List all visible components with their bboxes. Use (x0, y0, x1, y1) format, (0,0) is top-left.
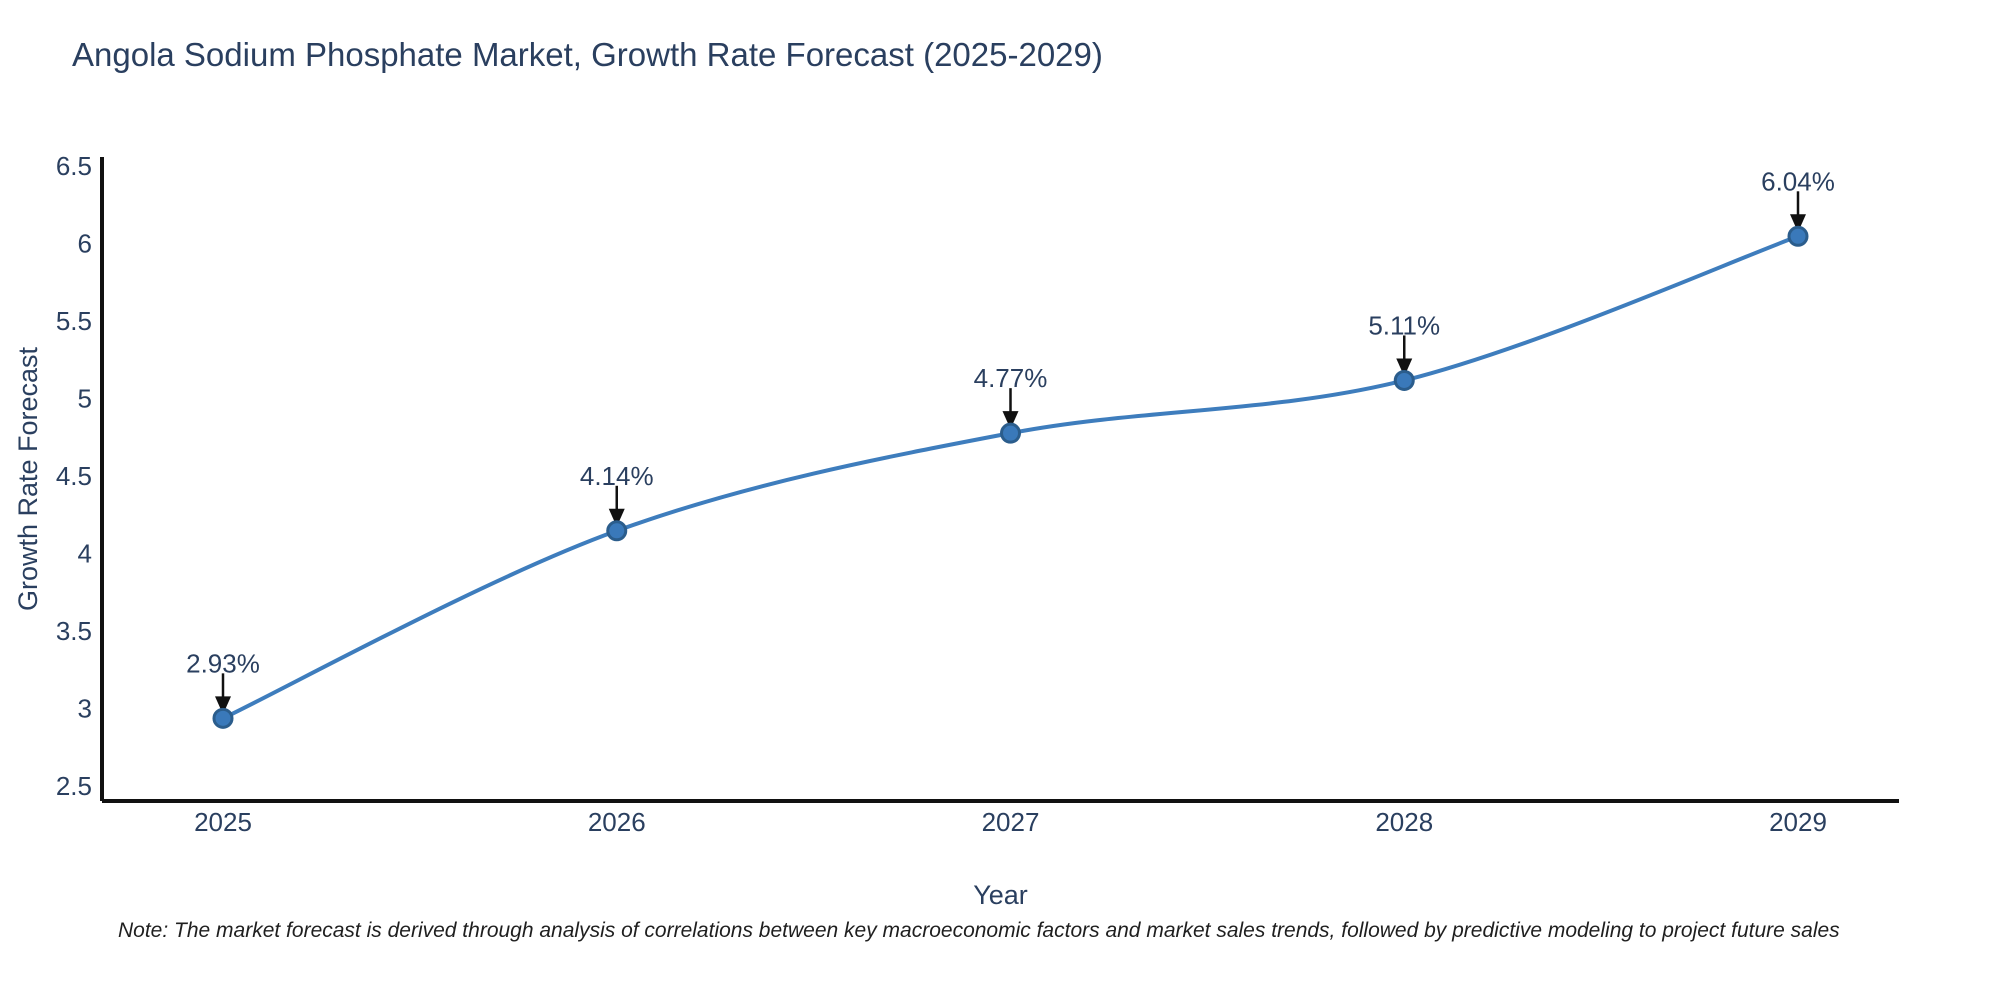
y-tick-label: 3.5 (56, 616, 92, 646)
x-tick-label: 2029 (1769, 807, 1827, 837)
y-tick-label: 2.5 (56, 771, 92, 801)
x-tick-label: 2027 (982, 807, 1040, 837)
annotation-arrowhead (608, 508, 625, 527)
data-point-label: 4.14% (580, 461, 654, 491)
data-point-2028[interactable] (1393, 369, 1415, 391)
plot-area[interactable] (102, 157, 1899, 801)
y-tick-label: 6.5 (56, 151, 92, 181)
annotation-arrowhead (1790, 214, 1806, 233)
x-tick-label: 2028 (1375, 807, 1433, 837)
annotation-arrowhead (1396, 358, 1413, 377)
data-point-label: 4.77% (974, 363, 1048, 393)
x-axis-title: Year (973, 880, 1028, 910)
data-point-2025[interactable] (212, 707, 234, 729)
data-point-2027[interactable] (1000, 422, 1021, 444)
y-tick-label: 4.5 (56, 461, 92, 491)
footnote: Note: The market forecast is derived thr… (118, 919, 1840, 942)
annotation-arrowhead (215, 696, 231, 715)
annotation-arrowhead (1002, 411, 1019, 430)
y-tick-label: 5.5 (56, 306, 92, 336)
x-tick-label: 2026 (588, 807, 646, 837)
data-point-label: 2.93% (186, 648, 260, 678)
x-tick-label: 2025 (194, 807, 252, 837)
data-point-label: 6.04% (1761, 166, 1835, 196)
y-tick-label: 5 (78, 384, 92, 414)
data-point-2026[interactable] (606, 520, 628, 542)
y-tick-label: 6 (78, 229, 92, 259)
data-point-2029[interactable] (1787, 225, 1809, 247)
chart-title: Angola Sodium Phosphate Market, Growth R… (72, 36, 1103, 73)
data-point-label: 5.11% (1368, 310, 1440, 340)
y-axis-title: Growth Rate Forecast (13, 346, 43, 611)
y-tick-label: 3 (78, 694, 92, 724)
y-tick-label: 4 (78, 539, 92, 569)
